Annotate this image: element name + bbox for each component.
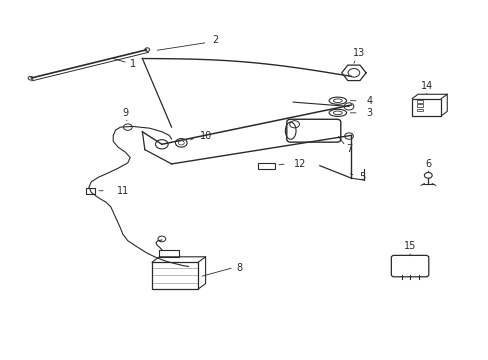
Text: 10: 10 — [200, 131, 212, 141]
Text: 9: 9 — [122, 108, 128, 118]
Bar — [416, 104, 422, 107]
Bar — [86, 188, 95, 194]
Bar — [152, 262, 198, 289]
Text: 6: 6 — [425, 159, 430, 169]
Bar — [411, 99, 441, 116]
Text: 8: 8 — [236, 262, 242, 273]
Text: 13: 13 — [352, 48, 364, 58]
Bar — [416, 109, 422, 111]
Text: 12: 12 — [294, 159, 306, 169]
Text: 5: 5 — [358, 172, 365, 182]
Text: 4: 4 — [366, 96, 372, 106]
Text: 7: 7 — [345, 144, 351, 154]
Bar — [257, 163, 275, 169]
Text: 3: 3 — [366, 108, 372, 118]
Bar — [159, 249, 179, 257]
Text: 1: 1 — [129, 59, 136, 69]
Text: 11: 11 — [117, 186, 129, 196]
Bar — [416, 100, 422, 103]
Text: 15: 15 — [403, 241, 415, 251]
Text: 14: 14 — [420, 81, 432, 91]
Text: 2: 2 — [212, 35, 218, 45]
